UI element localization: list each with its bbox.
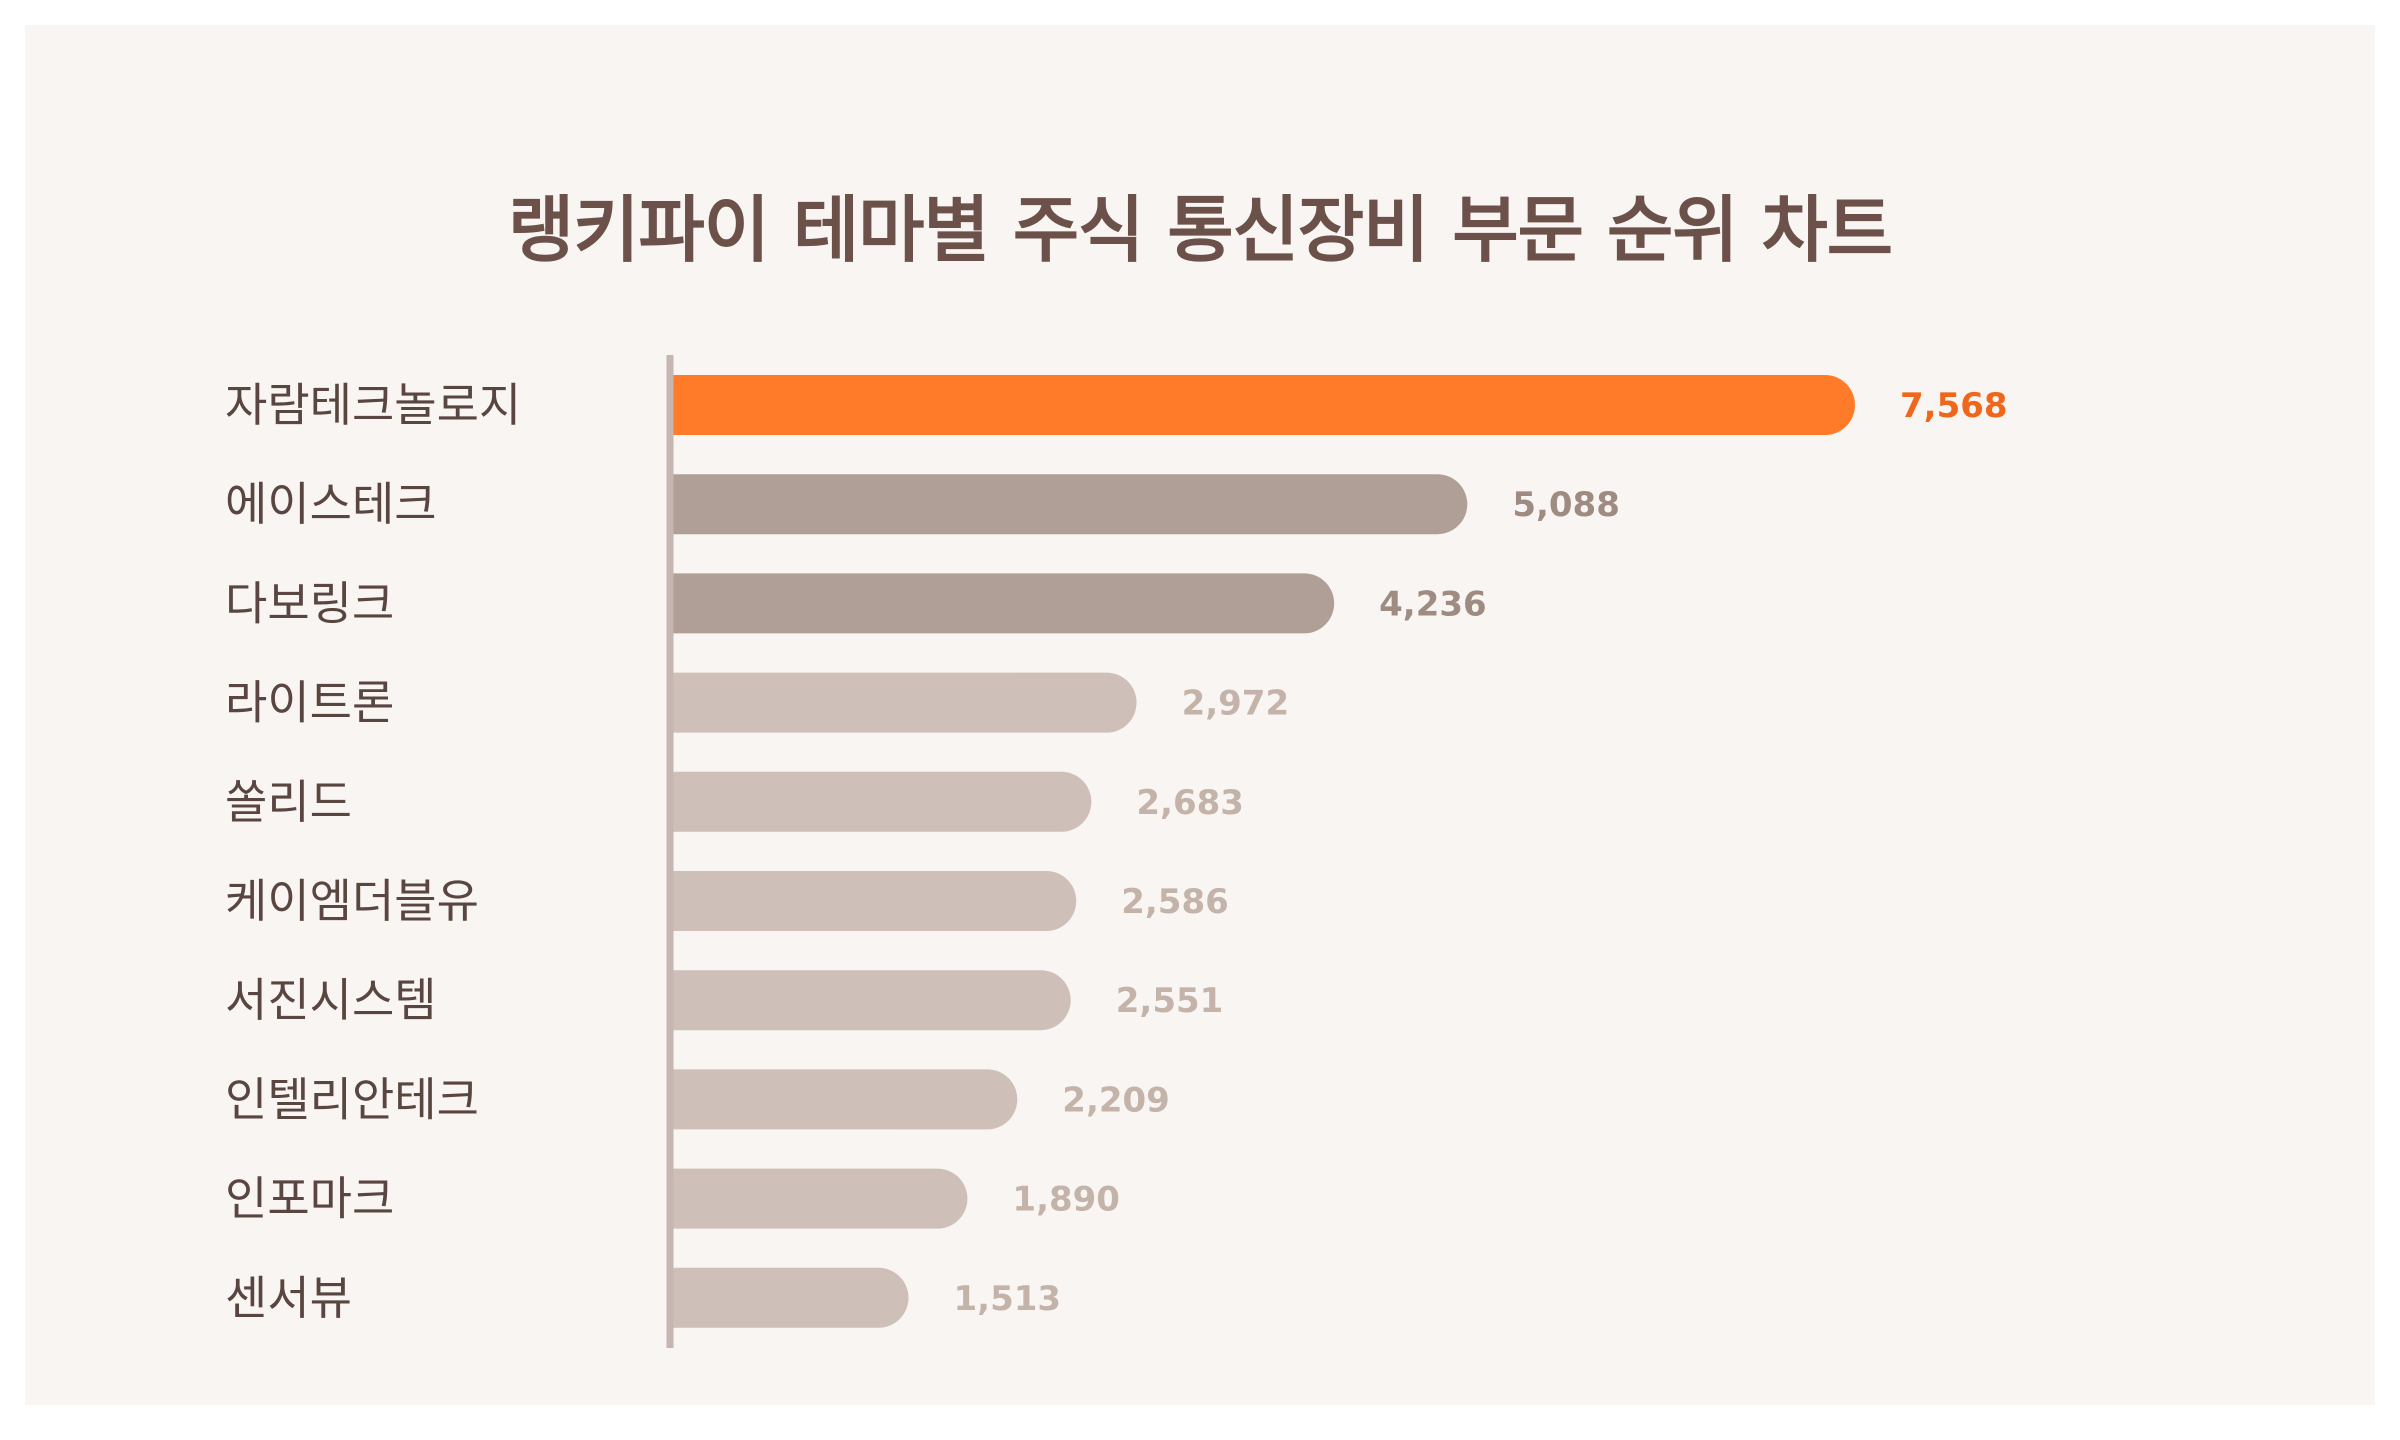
bar-3 (672, 573, 1335, 634)
bar-6 (672, 871, 1077, 931)
labels-layer: 자람테크놀로지 7,568 에이스테크 5,088 다보링크 4,236 라이트론 2,972… (225, 378, 2008, 1325)
bar-8 (672, 1069, 1018, 1130)
bar-4 (672, 672, 1137, 733)
category-label-9: 인포마크 (225, 1172, 394, 1226)
value-label-4: 2,972 (1182, 684, 1290, 724)
bar-1 (672, 375, 1855, 435)
value-label-3: 4,236 (1379, 584, 1487, 624)
bar-5 (672, 771, 1092, 832)
value-label-9: 1,890 (1012, 1180, 1120, 1220)
bar-10 (672, 1267, 909, 1328)
category-label-5: 쏠리드 (225, 775, 352, 829)
chart-title: 랭키파이 테마별 주식 통신장비 부문 순위 차트 (508, 188, 1893, 272)
bars-layer (672, 375, 1855, 1328)
category-label-7: 서진시스템 (225, 973, 437, 1027)
category-label-3: 다보링크 (225, 576, 394, 630)
category-label-2: 에이스테크 (225, 477, 437, 531)
category-label-6: 케이엠더블유 (225, 874, 479, 928)
bar-7 (672, 970, 1071, 1031)
bar-2 (672, 474, 1468, 535)
value-label-1: 7,568 (1900, 386, 2008, 426)
category-label-8: 인텔리안테크 (225, 1072, 479, 1126)
category-label-10: 센서뷰 (225, 1271, 352, 1325)
value-label-8: 2,209 (1062, 1080, 1170, 1120)
value-label-6: 2,586 (1121, 882, 1229, 922)
category-label-1: 자람테크놀로지 (225, 378, 521, 432)
category-label-4: 라이트론 (225, 676, 394, 730)
value-label-2: 5,088 (1512, 485, 1620, 525)
value-label-10: 1,513 (954, 1279, 1062, 1319)
bar-9 (672, 1168, 968, 1229)
value-label-5: 2,683 (1136, 783, 1244, 823)
value-label-7: 2,551 (1116, 981, 1224, 1021)
chart-card (25, 25, 2375, 1405)
